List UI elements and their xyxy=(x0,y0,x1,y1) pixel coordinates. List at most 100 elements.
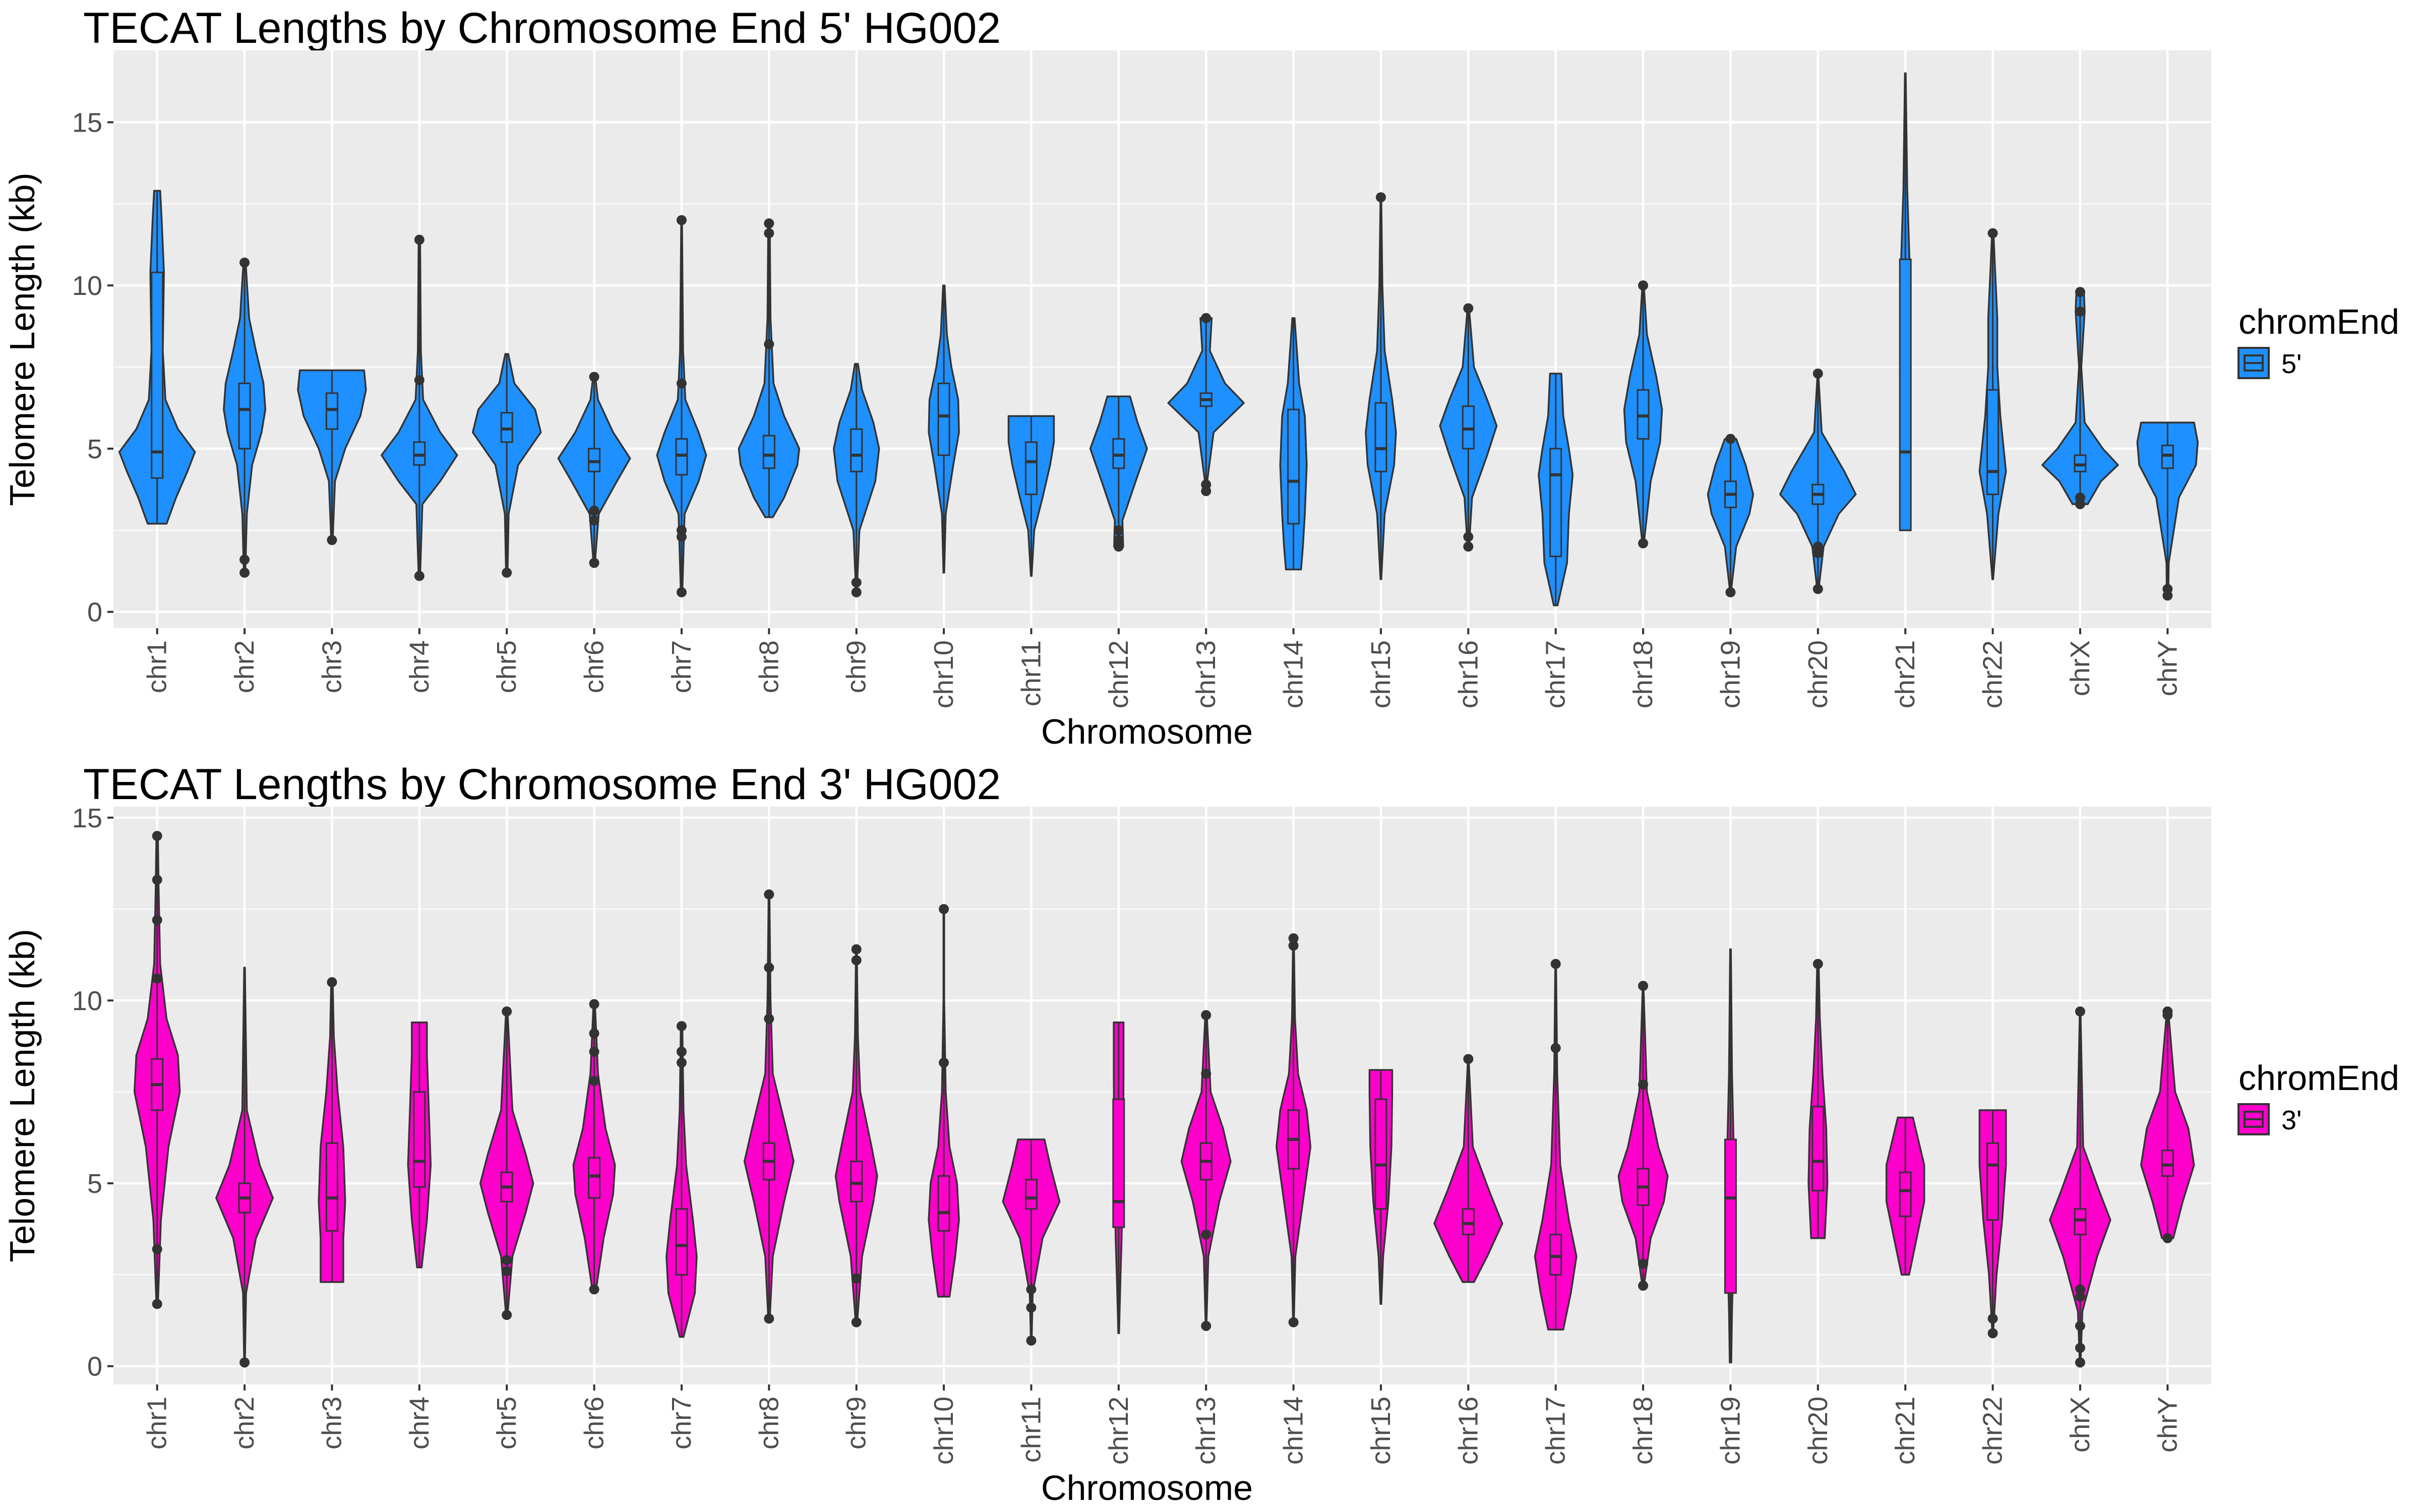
violin-outlier xyxy=(2075,1284,2085,1295)
y-tick-label: 5 xyxy=(87,434,102,464)
legend-title: chromEnd xyxy=(2238,1058,2399,1098)
violin-box xyxy=(151,271,164,479)
violin-outlier xyxy=(2162,1233,2173,1243)
violin-chr3 xyxy=(297,369,367,546)
violin-outlier xyxy=(676,1021,687,1032)
violin-outlier xyxy=(1201,1229,1212,1240)
chart-panel-3prime: TECAT Lengths by Chromosome End 3' HG002… xyxy=(3,760,2399,1507)
violin-chr8 xyxy=(743,889,795,1324)
x-tick-label: chr3 xyxy=(317,640,347,693)
x-tick-label: chr17 xyxy=(1541,640,1571,708)
x-tick-label: chr13 xyxy=(1191,640,1221,708)
violin-outlier xyxy=(1026,1284,1037,1295)
violin-chr15 xyxy=(1368,1069,1394,1305)
x-axis: chr1 chr2 chr3 chr4 chr5 chr6 chr7 chr8 chr9 chr1… xyxy=(142,1384,2183,1465)
x-tick-label: chr16 xyxy=(1453,640,1483,708)
violin-box xyxy=(1112,1098,1125,1228)
violin-outlier xyxy=(1463,541,1474,552)
violin-outlier xyxy=(502,1266,512,1277)
violin-outlier xyxy=(851,1317,862,1327)
violin-chr12 xyxy=(1112,1021,1125,1335)
violin-chr10 xyxy=(928,284,960,574)
violin-outlier xyxy=(152,875,162,885)
plot-background xyxy=(113,807,2211,1384)
violin-chr7 xyxy=(656,215,707,597)
x-tick-label: chr4 xyxy=(404,640,435,693)
x-tick-label: chr13 xyxy=(1191,1397,1221,1465)
x-tick-label: chrX xyxy=(2065,640,2095,696)
violin-outlier xyxy=(1638,538,1649,549)
violin-outlier xyxy=(1638,1079,1649,1090)
x-axis: chr1 chr2 chr3 chr4 chr5 chr6 chr7 chr8 chr9 chr1… xyxy=(142,628,2183,708)
violin-outlier xyxy=(589,999,599,1009)
violin-outlier xyxy=(152,1299,162,1309)
y-tick-label: 15 xyxy=(72,107,102,138)
violin-chr14 xyxy=(1279,317,1308,571)
violin-outlier xyxy=(239,567,250,578)
violin-chr17 xyxy=(1538,373,1574,607)
violin-outlier xyxy=(1550,958,1561,969)
violin-chr2 xyxy=(223,257,267,578)
violin-outlier xyxy=(589,1046,599,1057)
violin-outlier xyxy=(1638,981,1649,991)
violin-outlier xyxy=(1113,525,1124,535)
violin-chr6 xyxy=(557,372,631,568)
violin-chr13 xyxy=(1167,313,1245,497)
violin-box xyxy=(675,1208,688,1276)
violin-outlier xyxy=(764,1013,774,1024)
violin-outlier xyxy=(1638,280,1649,291)
x-tick-label: chr3 xyxy=(317,1397,347,1449)
x-tick-label: chrY xyxy=(2152,640,2183,696)
violin-outlier xyxy=(2162,1006,2173,1017)
x-tick-label: chr1 xyxy=(142,1397,172,1449)
violin-outlier xyxy=(939,1057,949,1068)
violin-chr22 xyxy=(1978,228,2007,580)
x-tick-label: chr4 xyxy=(404,1397,435,1449)
violin-outlier xyxy=(502,567,512,578)
violin-outlier xyxy=(327,535,337,546)
violin-outlier xyxy=(676,378,687,389)
violin-outlier xyxy=(1201,479,1212,490)
violin-box xyxy=(588,448,601,472)
violin-box xyxy=(238,382,251,450)
x-tick-label: chr12 xyxy=(1104,640,1134,708)
violin-outlier xyxy=(1201,1068,1212,1079)
x-tick-label: chr15 xyxy=(1366,640,1396,708)
violin-outlier xyxy=(1638,1258,1649,1269)
violin-chr5 xyxy=(471,353,542,578)
violin-box xyxy=(1811,1106,1825,1192)
violin-chrY xyxy=(2136,421,2199,601)
violin-outlier xyxy=(502,1255,512,1265)
violin-chr20 xyxy=(1807,958,1829,1239)
violin-outlier xyxy=(1113,535,1124,546)
plot-background xyxy=(113,50,2211,628)
chart-panel-5prime: TECAT Lengths by Chromosome End 5' HG002… xyxy=(3,4,2399,751)
violin-chr4 xyxy=(381,234,458,581)
violin-outlier xyxy=(2075,493,2085,503)
violin-outlier xyxy=(1201,1320,1212,1331)
violin-outlier xyxy=(589,372,599,382)
violin-chr13 xyxy=(1180,1010,1232,1331)
x-tick-label: chr8 xyxy=(754,1397,784,1449)
violin-outlier xyxy=(1725,434,1736,444)
violin-chr12 xyxy=(1089,395,1148,552)
violin-chr2 xyxy=(215,966,274,1368)
violin-chr3 xyxy=(318,977,346,1283)
violin-outlier xyxy=(764,1313,774,1324)
violin-chr15 xyxy=(1365,192,1397,580)
violin-chr7 xyxy=(666,1021,698,1338)
violin-outlier xyxy=(1987,1313,1998,1324)
violin-chr19 xyxy=(1707,434,1754,597)
chart-title: TECAT Lengths by Chromosome End 5' HG002 xyxy=(83,4,1001,52)
violin-outlier xyxy=(239,257,250,268)
violin-outlier xyxy=(239,555,250,565)
violin-outlier xyxy=(1812,368,1823,379)
violin-chr18 xyxy=(1623,280,1663,549)
x-axis-title: Chromosome xyxy=(1041,712,1253,751)
x-tick-label: chr9 xyxy=(841,640,872,693)
violin-chr1 xyxy=(133,831,181,1309)
violin-outlier xyxy=(1026,1302,1037,1313)
violin-box xyxy=(1287,408,1300,525)
violin-outlier xyxy=(676,1046,687,1057)
